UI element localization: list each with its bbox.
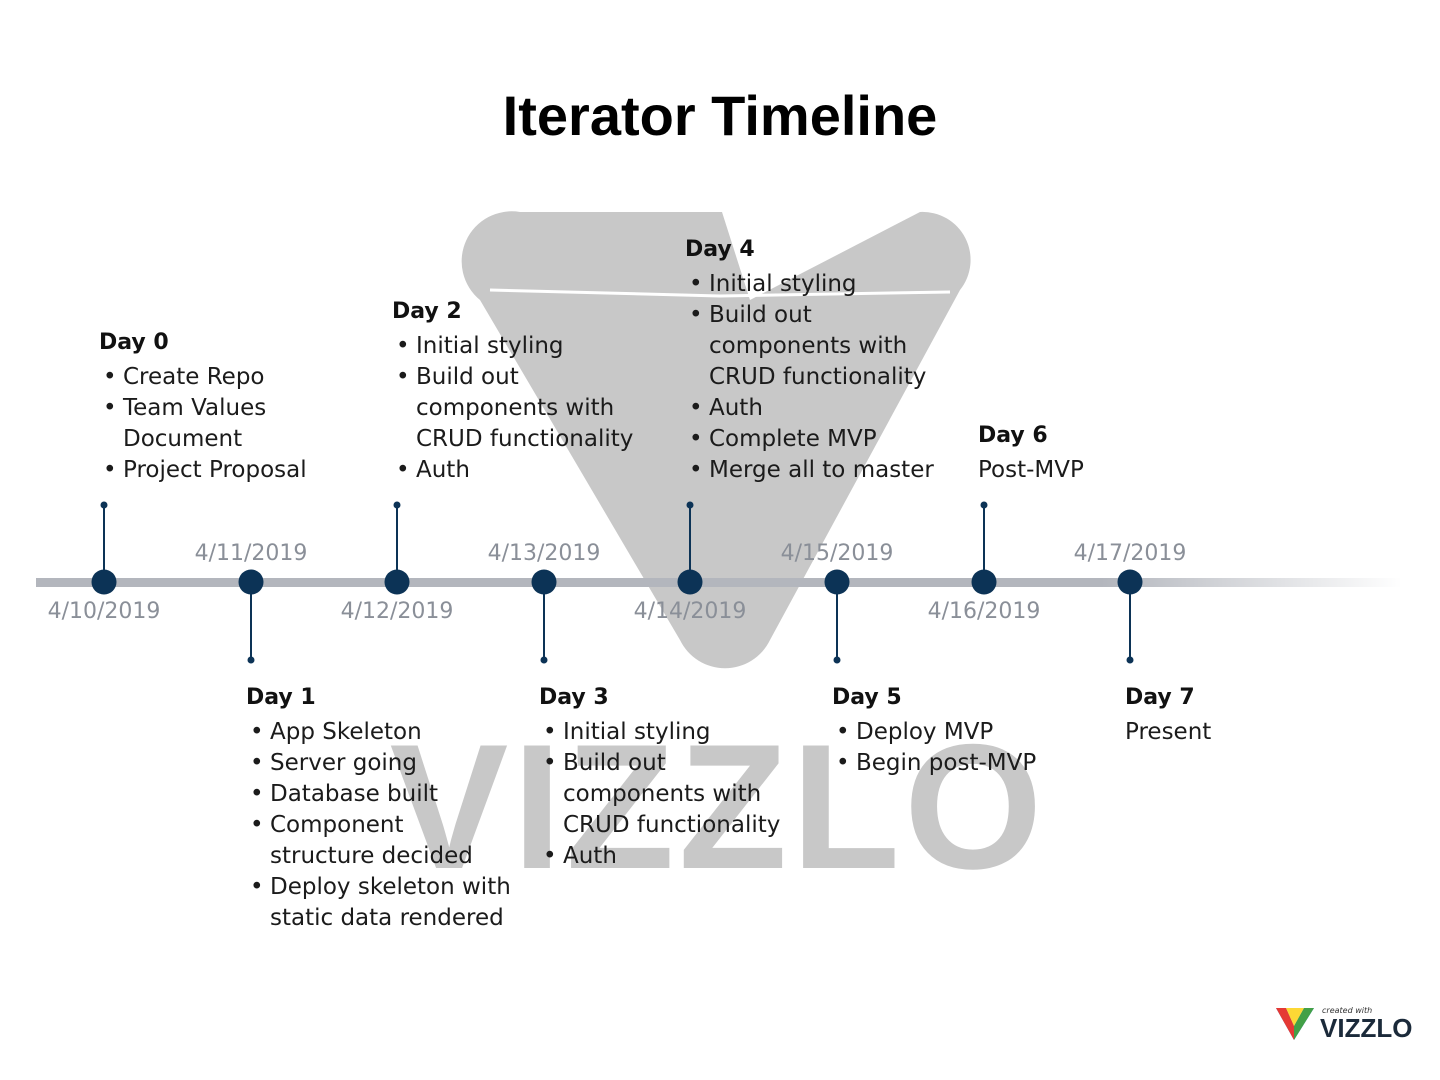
milestone-day-6: Day 6 Post-MVP (978, 420, 1084, 486)
milestone-day-label: Day 3 (539, 685, 609, 710)
timeline-node (238, 569, 264, 595)
date-label: 4/15/2019 (780, 541, 894, 566)
milestone-task-item: Auth (392, 455, 633, 486)
timeline-node (91, 569, 117, 595)
milestone-day-label: Day 2 (392, 299, 462, 324)
milestone-task-item: Component structure decided (246, 810, 511, 872)
date-label: 4/10/2019 (47, 599, 161, 624)
milestone-task-item: App Skeleton (246, 717, 511, 748)
connector-end-dot (247, 656, 255, 664)
milestone-task-item: Project Proposal (99, 455, 307, 486)
milestone-day-label: Day 7 (1125, 685, 1195, 710)
milestone-task-item: Server going (246, 748, 511, 779)
milestone-day-label: Day 0 (99, 330, 169, 355)
milestone-day-0: Day 0 Create RepoTeam Values DocumentProj… (99, 327, 307, 486)
milestone-task-item: Initial styling (685, 269, 934, 300)
milestone-task-item: Auth (685, 393, 934, 424)
milestone-task-item: Initial styling (392, 331, 633, 362)
connector-end-dot (833, 656, 841, 664)
milestone-text: Post-MVP (978, 457, 1084, 483)
milestone-day-label: Day 4 (685, 237, 755, 262)
milestone-task-item: Complete MVP (685, 424, 934, 455)
milestone-day-3: Day 3 Initial stylingBuild out components… (539, 682, 780, 872)
milestone-task-list: Deploy MVPBegin post-MVP (832, 717, 1036, 779)
milestone-task-item: Create Repo (99, 362, 307, 393)
milestone-task-item: Initial styling (539, 717, 780, 748)
connector-end-dot (686, 501, 694, 509)
milestone-task-item: Database built (246, 779, 511, 810)
date-label: 4/16/2019 (927, 599, 1041, 624)
milestone-task-list: Create RepoTeam Values DocumentProject P… (99, 362, 307, 486)
milestone-day-2: Day 2 Initial stylingBuild out components… (392, 296, 633, 486)
milestone-day-label: Day 5 (832, 685, 902, 710)
milestone-day-1: Day 1 App SkeletonServer goingDatabase bu… (246, 682, 511, 934)
timeline-node (531, 569, 557, 595)
date-label: 4/14/2019 (633, 599, 747, 624)
milestone-task-list: App SkeletonServer goingDatabase builtCo… (246, 717, 511, 934)
connector-end-dot (540, 656, 548, 664)
milestone-task-item: Build out components with CRUD functiona… (539, 748, 780, 841)
milestone-task-item: Deploy MVP (832, 717, 1036, 748)
date-label: 4/13/2019 (487, 541, 601, 566)
connector-end-dot (1126, 656, 1134, 664)
milestone-day-4: Day 4 Initial stylingBuild out components… (685, 234, 934, 486)
timeline-node (824, 569, 850, 595)
milestone-task-list: Initial stylingBuild out components with… (685, 269, 934, 486)
date-label: 4/12/2019 (340, 599, 454, 624)
milestone-task-item: Begin post-MVP (832, 748, 1036, 779)
timeline-node (384, 569, 410, 595)
milestone-day-5: Day 5 Deploy MVPBegin post-MVP (832, 682, 1036, 779)
connector-end-dot (100, 501, 108, 509)
connector-end-dot (393, 501, 401, 509)
timeline-node (971, 569, 997, 595)
milestone-text: Present (1125, 719, 1212, 745)
milestone-task-list: Initial stylingBuild out components with… (539, 717, 780, 872)
milestone-task-list: Initial stylingBuild out components with… (392, 331, 633, 486)
timeline-node (677, 569, 703, 595)
date-label: 4/17/2019 (1073, 541, 1187, 566)
milestone-task-item: Merge all to master (685, 455, 934, 486)
milestone-day-7: Day 7 Present (1125, 682, 1211, 748)
logo-small-text: created with (1322, 1006, 1373, 1015)
timeline-node (1117, 569, 1143, 595)
logo-brand: VIZZLO (1320, 1013, 1413, 1043)
page-title: Iterator Timeline (502, 84, 938, 147)
milestone-task-item: Build out components with CRUD functiona… (392, 362, 633, 455)
milestone-task-item: Build out components with CRUD functiona… (685, 300, 934, 393)
milestone-task-item: Team Values Document (99, 393, 307, 455)
milestone-task-item: Auth (539, 841, 780, 872)
vizzlo-logo-icon (1276, 1008, 1314, 1040)
connector-end-dot (980, 501, 988, 509)
milestone-day-label: Day 1 (246, 685, 316, 710)
vizzlo-logo: created with VIZZLO (1274, 1004, 1424, 1044)
date-label: 4/11/2019 (194, 541, 308, 566)
milestone-task-item: Deploy skeleton with static data rendere… (246, 872, 511, 934)
milestone-day-label: Day 6 (978, 423, 1048, 448)
